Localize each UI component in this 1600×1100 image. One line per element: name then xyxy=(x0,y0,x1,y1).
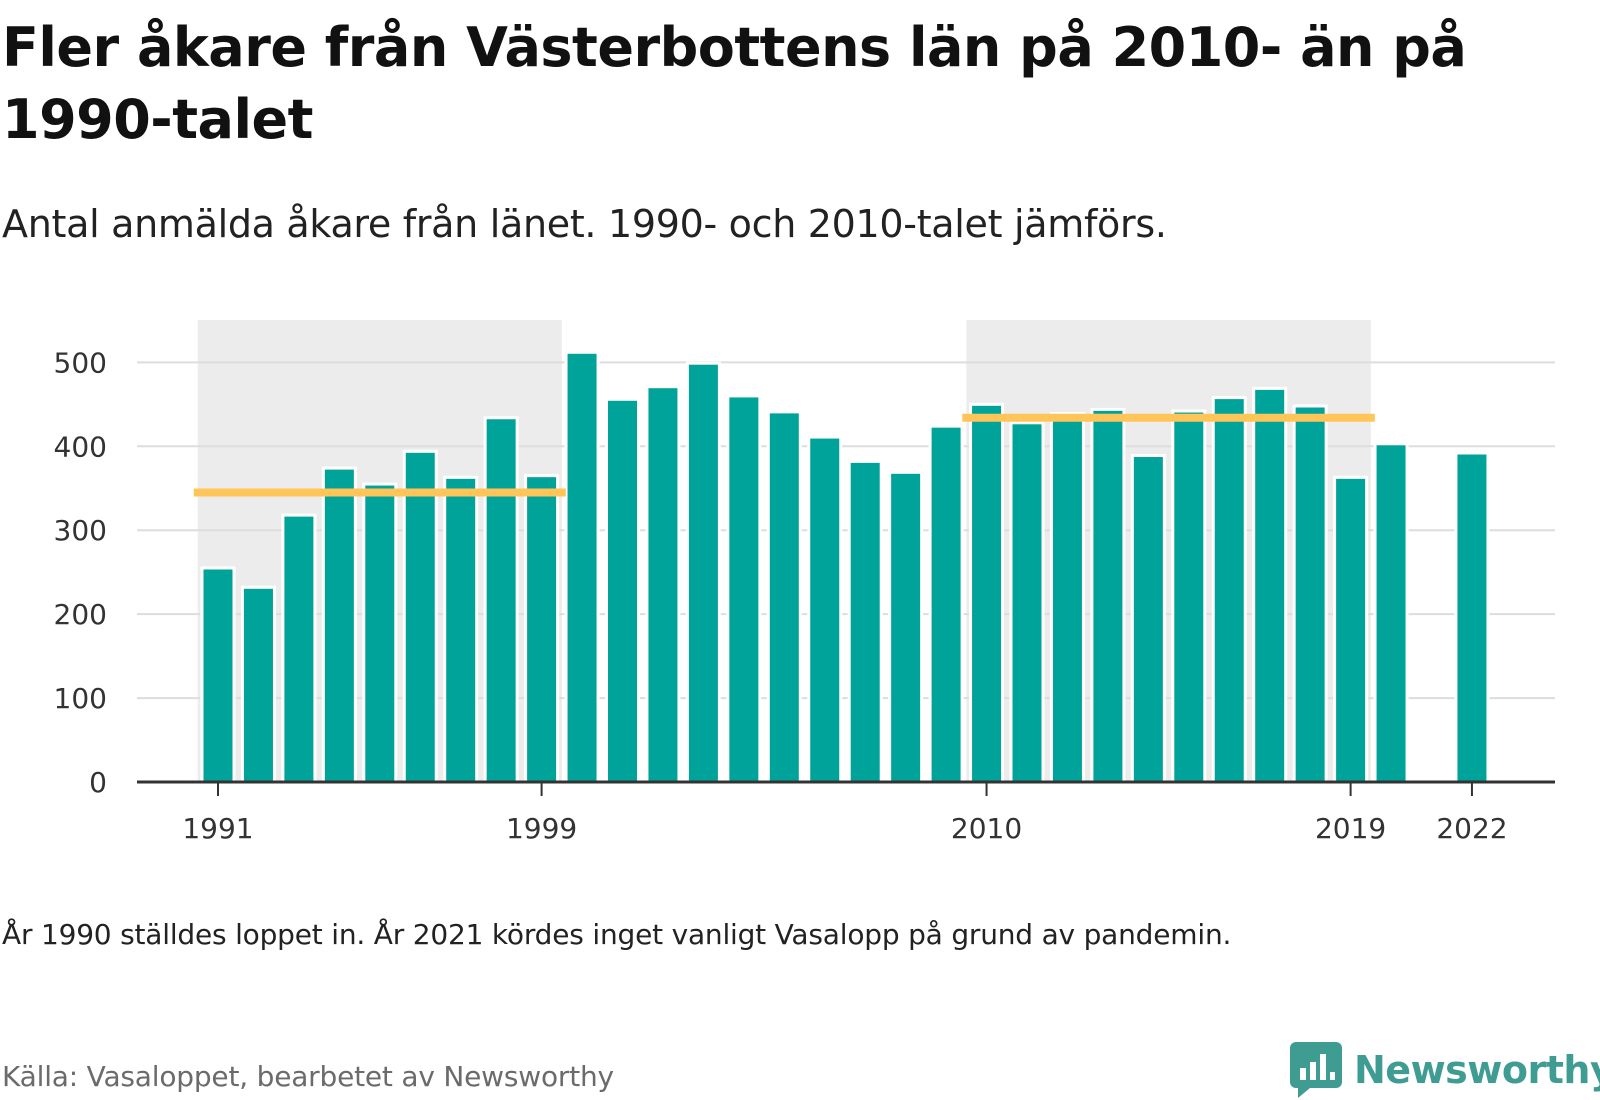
x-tick-label: 1991 xyxy=(182,812,253,845)
bar-2002 xyxy=(645,385,681,784)
bar-1998 xyxy=(483,416,519,784)
bar-2016 xyxy=(1211,396,1247,784)
bar-2019 xyxy=(1333,475,1369,784)
bar-2013 xyxy=(1090,407,1126,784)
bar-2000 xyxy=(564,350,600,784)
y-tick-label: 400 xyxy=(54,430,107,463)
bar-2018 xyxy=(1292,404,1328,784)
y-tick-label: 0 xyxy=(89,766,107,799)
y-tick-label: 100 xyxy=(54,682,107,715)
bar-2001 xyxy=(605,397,640,784)
bar-2014 xyxy=(1130,454,1166,784)
x-tick-label: 2022 xyxy=(1436,812,1507,845)
x-tick-label: 1999 xyxy=(506,812,577,845)
y-axis-ticks: 0 100 200 300 400 500 xyxy=(54,346,107,799)
bar-2011 xyxy=(1009,421,1045,784)
brand-logo[interactable]: Newsworthy xyxy=(1290,1040,1600,1100)
bar-2007 xyxy=(847,459,883,784)
bar-2003 xyxy=(685,361,721,784)
bar-chart: 0 100 200 300 400 500 1991 1999 2010 2019 2022 xyxy=(54,320,1555,845)
bar-1996 xyxy=(402,449,438,784)
bar-2012 xyxy=(1049,412,1085,784)
bars xyxy=(200,350,1490,784)
x-tick-label: 2019 xyxy=(1315,812,1386,845)
bar-2004 xyxy=(726,394,762,784)
bar-2022 xyxy=(1454,451,1490,784)
chart-title: Fler åkare från Västerbottens län på 201… xyxy=(2,16,1467,151)
x-tick-label: 2010 xyxy=(951,812,1022,845)
y-tick-label: 200 xyxy=(54,598,107,631)
bar-2008 xyxy=(888,470,924,784)
bar-1993 xyxy=(281,513,317,784)
newsworthy-logo-icon xyxy=(1290,1042,1342,1098)
brand-name: Newsworthy xyxy=(1354,1048,1600,1092)
bar-1992 xyxy=(240,585,276,784)
y-tick-label: 500 xyxy=(54,346,107,379)
average-lines xyxy=(193,413,1375,497)
bar-1999 xyxy=(524,474,560,784)
bar-2010 xyxy=(969,402,1005,784)
bar-2009 xyxy=(928,424,964,784)
bar-1997 xyxy=(443,475,479,784)
bar-2020 xyxy=(1373,442,1409,784)
source-text: Källa: Vasaloppet, bearbetet av Newswort… xyxy=(2,1060,614,1093)
bar-2015 xyxy=(1171,409,1207,784)
bar-1995 xyxy=(362,482,398,784)
bar-2005 xyxy=(766,410,802,784)
x-axis-ticks: 1991 1999 2010 2019 2022 xyxy=(182,782,1508,845)
y-tick-label: 300 xyxy=(54,514,107,547)
footnote: År 1990 ställdes loppet in. År 2021 körd… xyxy=(2,918,1232,951)
bar-1994 xyxy=(321,466,357,784)
bar-2017 xyxy=(1252,386,1288,784)
chart-subtitle: Antal anmälda åkare från länet. 1990- oc… xyxy=(2,202,1167,246)
bar-1991 xyxy=(200,566,236,784)
bar-2006 xyxy=(807,435,843,784)
